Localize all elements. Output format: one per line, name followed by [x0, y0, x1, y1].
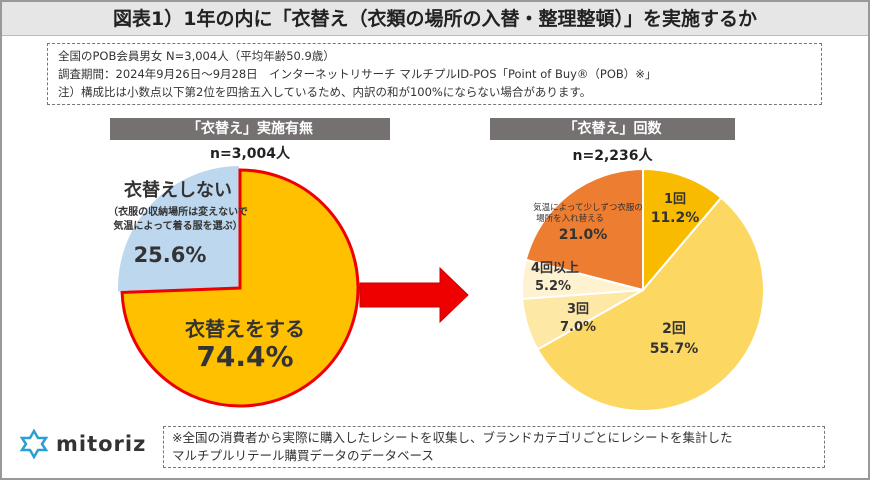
survey-note: 全国のPOB会員男女 N=3,004人（平均年齢50.9歳） 調査期間：2024…: [47, 43, 822, 105]
left-n-label: n=3,004人: [210, 146, 290, 162]
value-2: 55.7%: [650, 341, 699, 357]
pie-slice: [642, 167, 723, 293]
label-5: 気温によって少しずつ衣服の: [533, 202, 643, 213]
note-line: 調査期間：2024年9月26日～9月28日 インターネットリサーチ マルチプルI…: [58, 67, 657, 81]
right-n-label: n=2,236人: [572, 148, 653, 164]
left-chart-title: 「衣替え」実施有無: [110, 118, 390, 140]
left-pie: [116, 163, 360, 408]
value-5: 21.0%: [559, 227, 608, 243]
note-line: 全国のPOB会員男女 N=3,004人（平均年齢50.9歳）: [58, 49, 335, 63]
sublabel-no: （衣服の収納場所は変えないで: [108, 205, 248, 218]
label-no: 衣替えしない: [124, 179, 232, 201]
footer-line: マルチプルリテール購買データのデータベース: [172, 448, 434, 463]
label-4: 4回以上: [531, 261, 579, 276]
value-yes: 74.4%: [196, 340, 293, 373]
pie-slice: [120, 168, 360, 408]
sublabel-no: 気温によって着る服を選ぶ）: [112, 219, 242, 232]
label-yes: 衣替えをする: [185, 317, 305, 341]
value-1: 11.2%: [651, 210, 700, 226]
label-3: 3回: [567, 302, 589, 317]
note-line: 注）構成比は小数点以下第2位を四捨五入しているため、内訳の和が100%にならない…: [58, 85, 592, 99]
page-title: 図表1）1年の内に「衣替え（衣類の場所の入替・整理整頓）」を実施するか: [2, 2, 868, 36]
pie-slice: [116, 163, 241, 294]
right-chart-title: 「衣替え」回数: [490, 118, 735, 140]
footer-line: ※全国の消費者から実際に購入したレシートを収集し、ブランドカテゴリごとにレシート…: [172, 430, 733, 445]
value-3: 7.0%: [560, 320, 596, 335]
right-pie: [521, 167, 765, 412]
label-2: 2回: [662, 321, 686, 337]
label-5: 場所を入れ替える: [536, 213, 604, 224]
logo-icon: [19, 428, 49, 460]
value-no: 25.6%: [134, 243, 207, 267]
mitoriz-logo: mitoriz: [18, 428, 146, 460]
pie-slice: [524, 167, 644, 292]
pie-slice: [536, 196, 765, 412]
footer-note: ※全国の消費者から実際に購入したレシートを収集し、ブランドカテゴリごとにレシート…: [163, 426, 825, 468]
logo-text: mitoriz: [56, 432, 147, 456]
value-4: 5.2%: [535, 279, 571, 294]
label-1: 1回: [664, 192, 686, 207]
arrow-icon: [359, 266, 469, 324]
